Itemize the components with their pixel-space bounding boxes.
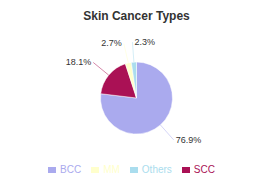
html-text:BCC: BCC [60, 164, 82, 175]
svg-text:2.3%: 2.3% [134, 37, 155, 47]
svg-text:2.7%: 2.7% [101, 38, 122, 48]
html-text:SCC: SCC [193, 164, 215, 175]
html-text:Others: Others [141, 164, 172, 175]
html-text:MM: MM [103, 164, 120, 175]
svg-text:76.9%: 76.9% [176, 135, 202, 145]
svg-text:18.1%: 18.1% [66, 57, 92, 67]
html-text:Skin Cancer Types: Skin Cancer Types [83, 9, 190, 23]
